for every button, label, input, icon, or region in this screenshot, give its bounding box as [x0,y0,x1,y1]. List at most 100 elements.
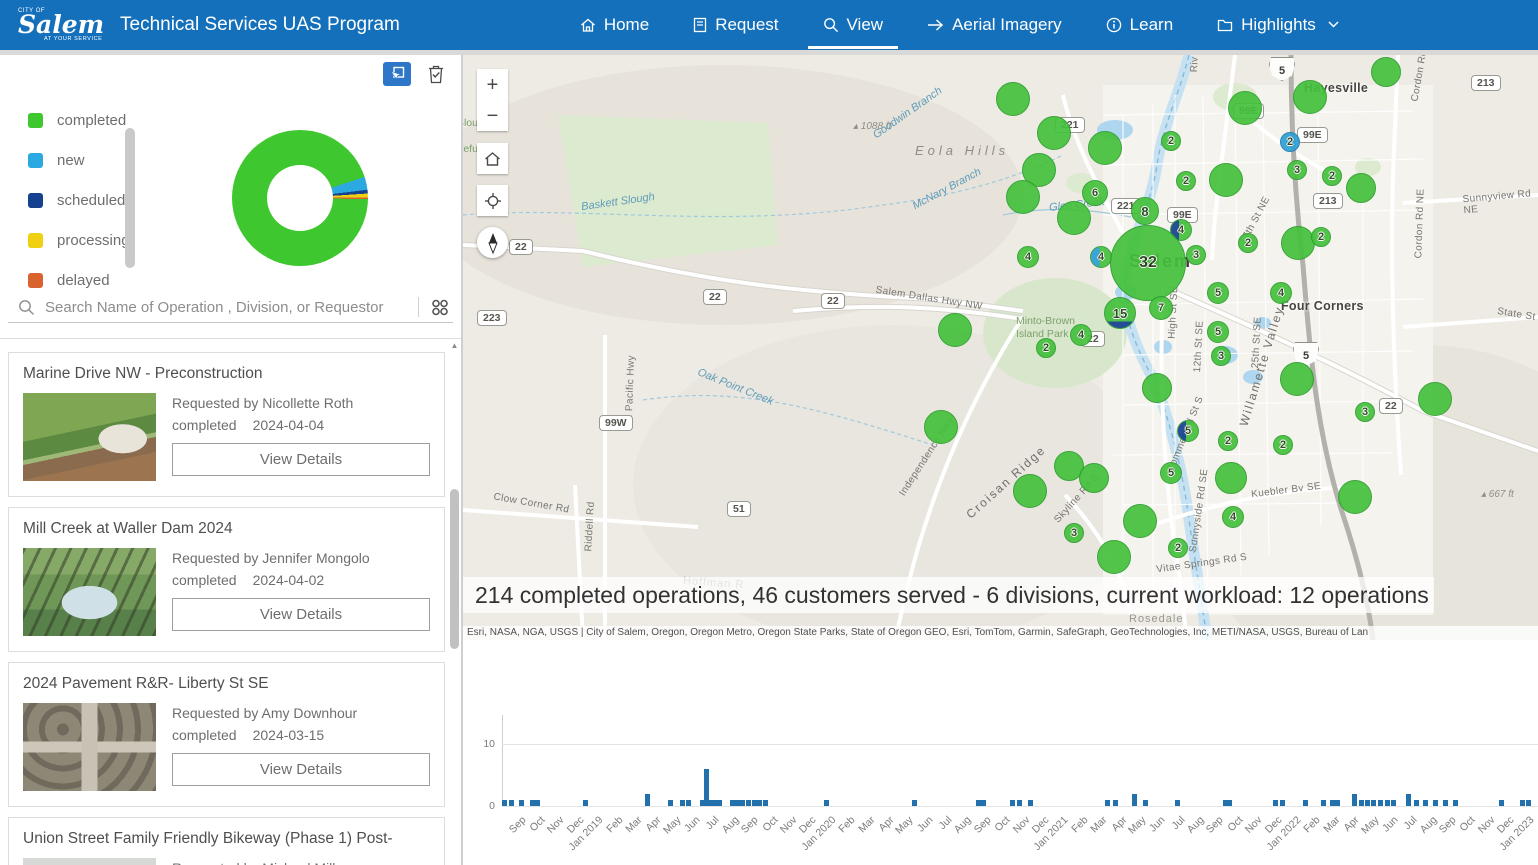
cluster-marker-2[interactable]: 2 [1280,132,1300,152]
cluster-marker-7[interactable]: 7 [1149,296,1173,320]
cluster-marker-2[interactable]: 2 [1322,166,1342,186]
search-input[interactable] [45,298,410,316]
operation-marker[interactable] [1079,463,1109,493]
cluster-marker-2[interactable]: 2 [1176,171,1196,191]
cluster-marker-2[interactable]: 2 [1161,131,1181,151]
scroll-up-arrow[interactable]: ▲ [450,341,459,350]
view-details-button[interactable]: View Details [172,598,430,631]
cluster-marker-4[interactable]: 4 [1017,246,1039,268]
operation-marker[interactable] [1037,116,1071,150]
cluster-marker-5[interactable]: 5 [1207,321,1229,343]
cluster-marker-4[interactable]: 4 [1222,506,1244,528]
card-requested-by: Requested by Nicollette Roth [172,395,354,411]
nav-request[interactable]: Request [678,2,793,49]
operation-marker[interactable] [1006,180,1040,214]
legend-scrollbar[interactable] [125,128,135,268]
scrollbar-thumb[interactable] [450,489,459,649]
operation-marker[interactable] [1215,462,1247,494]
cluster-marker-5[interactable]: 5 [1207,282,1229,304]
operation-marker[interactable] [1209,163,1243,197]
legend-item-scheduled[interactable]: scheduled [28,190,130,210]
operation-marker[interactable] [1280,362,1314,396]
nav-label: Learn [1129,14,1174,34]
legend-label: scheduled [57,191,126,209]
cluster-marker-15[interactable]: 15 [1104,297,1136,329]
operation-marker[interactable] [1123,504,1157,538]
card-date: 2024-04-02 [252,572,325,588]
nav-highlights[interactable]: Highlights [1202,2,1354,49]
card-requested-by: Requested by Michael Miller [172,860,430,865]
timeline-bar [740,799,746,806]
map-canvas[interactable]: Baskett Slough National Wildlife RefugeB… [463,55,1538,640]
cluster-marker-2[interactable]: 2 [1273,435,1293,455]
cluster-marker-3[interactable]: 3 [1287,160,1307,180]
cluster-marker-2[interactable]: 2 [1218,431,1238,451]
locate-icon [484,192,501,209]
route-shield: 99E [1167,207,1198,223]
cluster-marker-2[interactable]: 2 [1238,233,1258,253]
cluster-marker-32[interactable]: 32 [1110,225,1186,301]
view-details-button[interactable]: View Details [172,443,430,476]
cluster-marker-4[interactable]: 4 [1070,324,1092,346]
cluster-marker-3[interactable]: 3 [1211,346,1231,366]
nav-learn[interactable]: Learn [1091,2,1188,49]
operation-marker[interactable] [924,410,958,444]
cluster-marker-8[interactable]: 8 [1131,197,1159,225]
cluster-marker-3[interactable]: 3 [1186,245,1206,265]
summary-banner: 214 completed operations, 46 customers s… [463,577,1434,613]
card-thumbnail [23,703,156,791]
zoom-in-button[interactable]: + [486,73,499,96]
legend-swatch [28,152,43,168]
zoom-out-button[interactable]: − [486,104,499,127]
nav-home[interactable]: Home [565,2,664,49]
operation-marker[interactable] [1281,226,1315,260]
operation-card: Union Street Family Friendly Bikeway (Ph… [8,817,445,865]
timeline-bar [1453,799,1459,806]
clear-selection-button[interactable] [425,62,447,86]
cluster-marker-3[interactable]: 3 [1064,523,1084,543]
cluster-marker-5[interactable]: 5 [1177,420,1199,442]
cluster-marker-6[interactable]: 6 [1082,180,1108,206]
search-icon [823,17,839,33]
locate-me-button[interactable] [477,185,508,216]
cluster-marker-2[interactable]: 2 [1311,227,1331,247]
view-details-button[interactable]: View Details [172,753,430,786]
operation-marker[interactable] [938,313,972,347]
layout-grid-button[interactable] [427,295,453,319]
select-on-map-button[interactable] [383,62,411,86]
legend-item-delayed[interactable]: delayed [28,270,130,290]
operation-marker[interactable] [1418,382,1452,416]
nav-aerial-imagery[interactable]: Aerial Imagery [912,2,1077,49]
legend-label: completed [57,111,127,129]
operation-marker[interactable] [1088,131,1122,165]
operation-marker[interactable] [1371,57,1401,87]
legend-item-completed[interactable]: completed [28,110,130,130]
cluster-marker-4[interactable]: 4 [1090,246,1112,268]
cluster-marker-2[interactable]: 2 [1168,538,1188,558]
home-extent-button[interactable] [477,143,508,174]
cluster-marker-4[interactable]: 4 [1170,219,1192,241]
legend-item-new[interactable]: new [28,150,130,170]
operation-marker[interactable] [1338,480,1372,514]
timeline-chart[interactable]: 0 10 Sep Oct Nov Dec Jan 2019 Feb Mar Apr May Jun Ju… [463,640,1538,865]
cluster-marker-3[interactable]: 3 [1355,402,1375,422]
operation-marker[interactable] [1097,540,1131,574]
compass-button[interactable] [477,227,508,258]
operation-marker[interactable] [1057,201,1091,235]
operation-marker[interactable] [1346,173,1376,203]
operation-marker[interactable] [1142,373,1172,403]
card-title: Marine Drive NW - Preconstruction [23,365,263,382]
legend-item-processing[interactable]: processing [28,230,130,250]
cluster-marker-2[interactable]: 2 [1036,338,1056,358]
operation-marker[interactable] [1293,80,1327,114]
operation-marker[interactable] [1228,91,1262,125]
timeline-bar [1104,799,1110,806]
status-donut-chart[interactable] [232,130,368,266]
operation-marker[interactable] [1013,474,1047,508]
nav-view[interactable]: View [807,2,899,49]
cluster-marker-4[interactable]: 4 [1270,282,1292,304]
gridline [502,744,1538,745]
list-scrollbar[interactable]: ▲ [449,341,460,865]
operation-marker[interactable] [996,82,1030,116]
cluster-marker-5[interactable]: 5 [1160,462,1182,484]
